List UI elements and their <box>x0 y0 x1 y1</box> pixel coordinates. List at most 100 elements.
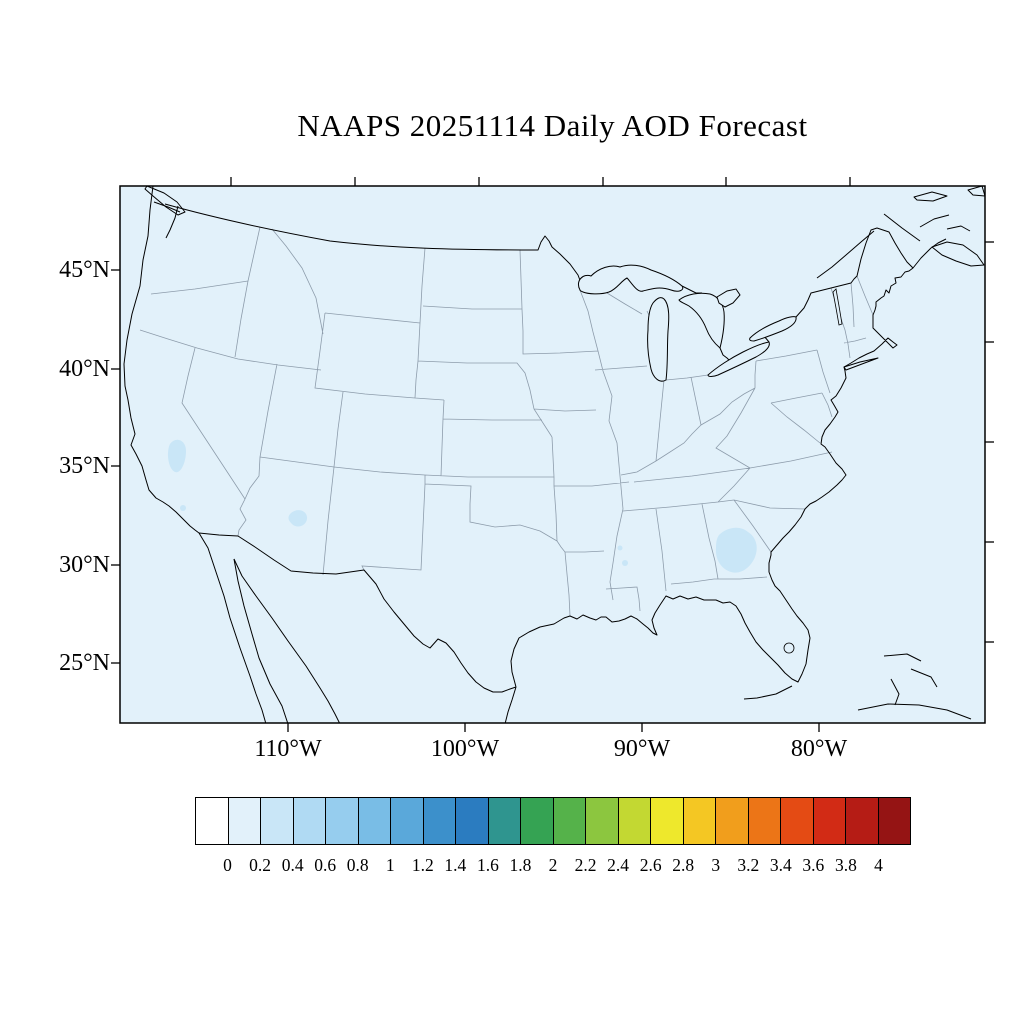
new-brunswick-coast <box>919 214 950 228</box>
colorbar-tick-label: 2.6 <box>639 855 662 875</box>
florida-keys <box>743 685 793 700</box>
colorbar-tick-label: 0 <box>223 855 232 875</box>
colorbar-cell <box>326 798 359 844</box>
colorbar-cell <box>261 798 294 844</box>
colorbar <box>195 797 911 845</box>
colorbar-tick-label: 2.4 <box>607 855 630 875</box>
long-island <box>843 357 879 371</box>
chart-title: NAAPS 20251114 Daily AOD Forecast <box>297 108 808 143</box>
lake-ontario <box>749 316 797 342</box>
colorbar-cell <box>813 798 846 844</box>
colorbar-tick-label: 3 <box>711 855 721 875</box>
colorbar-cell <box>651 798 684 844</box>
canada-border-west <box>164 203 582 291</box>
colorbar-cell <box>293 798 326 844</box>
juan-de-fuca <box>153 201 181 213</box>
lat-label-25n: 25°N <box>59 650 110 676</box>
bahamas-1 <box>883 653 922 662</box>
lake-michigan <box>647 297 670 382</box>
st-lawrence-north-shore <box>816 230 875 279</box>
lat-label-40n: 40°N <box>59 356 110 382</box>
prince-edward-island <box>946 225 971 232</box>
lat-label-35n: 35°N <box>59 453 110 479</box>
aod-patch-central-california <box>167 439 186 473</box>
georgian-bay <box>716 288 741 308</box>
sonora-coast <box>233 558 341 723</box>
colorbar-tick-label: 2 <box>548 855 558 875</box>
lat-label-45n: 45°N <box>59 257 110 283</box>
right-ticks <box>985 241 994 643</box>
colorbar-cell <box>586 798 619 844</box>
nova-scotia <box>931 241 985 267</box>
colorbar-tick-label: 1.6 <box>476 855 499 875</box>
lon-label-100w: 100°W <box>430 736 500 762</box>
colorbar-cell <box>521 798 554 844</box>
lat-label-30n: 30°N <box>59 552 110 578</box>
great-lakes <box>577 264 843 654</box>
colorbar-tick-label: 3.6 <box>802 855 825 875</box>
colorbar-tick-label: 1.2 <box>411 855 434 875</box>
mexico-gulf-coast <box>504 686 517 723</box>
aod-patch-arizona <box>288 510 308 527</box>
colorbar-cell <box>358 798 391 844</box>
colorbar-cell <box>683 798 716 844</box>
colorbar-cell <box>553 798 586 844</box>
colorbar-tick-label: 0.8 <box>346 855 369 875</box>
colorbar-tick-label: 2.8 <box>672 855 695 875</box>
lon-label-80w: 80°W <box>790 736 848 762</box>
lake-huron <box>678 292 725 349</box>
canada-border-east <box>795 227 914 318</box>
aod-patch-mississippi-1 <box>617 545 623 551</box>
colorbar-cell <box>196 798 229 844</box>
colorbar-cell <box>488 798 521 844</box>
state-borders <box>139 226 874 617</box>
bahamas-2 <box>910 668 938 688</box>
cuba-north-coast <box>857 703 972 720</box>
colorbar-cell <box>748 798 781 844</box>
map-frame <box>119 185 986 724</box>
st-lawrence-estuary <box>883 213 921 242</box>
colorbar-tick-label: 1.8 <box>509 855 532 875</box>
pacific-coast <box>123 186 267 723</box>
colorbar-tick-label: 0.6 <box>314 855 337 875</box>
lon-label-90w: 90°W <box>613 736 671 762</box>
us-mexico-border <box>198 532 517 693</box>
newfoundland-corner <box>967 186 985 197</box>
lake-superior <box>577 264 684 295</box>
vancouver-island <box>144 186 186 216</box>
left-ticks <box>111 269 120 664</box>
colorbar-tick-label: 1.4 <box>444 855 467 875</box>
colorbar-tick-label: 0.4 <box>281 855 304 875</box>
colorbar-labels: 0 0.2 0.4 0.6 0.8 1 1.2 1.4 1.6 1.8 2 2.2 2.4 2.6 2.8 3… <box>195 855 911 877</box>
bottom-ticks <box>287 723 820 732</box>
aod-patch-georgia <box>715 527 757 573</box>
puget-sound <box>165 205 179 239</box>
colorbar-cell <box>781 798 814 844</box>
colorbar-cell <box>716 798 749 844</box>
lon-label-110w: 110°W <box>254 736 322 762</box>
top-ticks <box>230 177 851 186</box>
colorbar-cell <box>391 798 424 844</box>
colorbar-tick-label: 3.4 <box>769 855 792 875</box>
colorbar-tick-label: 2.2 <box>574 855 597 875</box>
lake-okeechobee <box>783 642 795 654</box>
colorbar-tick-label: 0.2 <box>249 855 272 875</box>
colorbar-tick-label: 3.8 <box>834 855 857 875</box>
colorbar-cell <box>846 798 879 844</box>
lake-erie <box>707 341 770 377</box>
colorbar-cell <box>618 798 651 844</box>
coastlines <box>123 186 985 723</box>
aod-patch-southern-california <box>180 505 186 511</box>
aod-patch-mississippi-2 <box>622 560 628 566</box>
colorbar-tick-label: 1 <box>385 855 395 875</box>
gulf-atlantic-coast <box>510 238 947 688</box>
baja-east-coast <box>233 558 289 723</box>
colorbar-cell <box>228 798 261 844</box>
axis-ticks <box>111 177 994 732</box>
anticosti-island <box>913 191 948 202</box>
colorbar-tick-label: 4 <box>874 855 883 875</box>
colorbar-cell <box>423 798 456 844</box>
bahamas-3 <box>890 678 900 706</box>
colorbar-cell <box>456 798 489 844</box>
